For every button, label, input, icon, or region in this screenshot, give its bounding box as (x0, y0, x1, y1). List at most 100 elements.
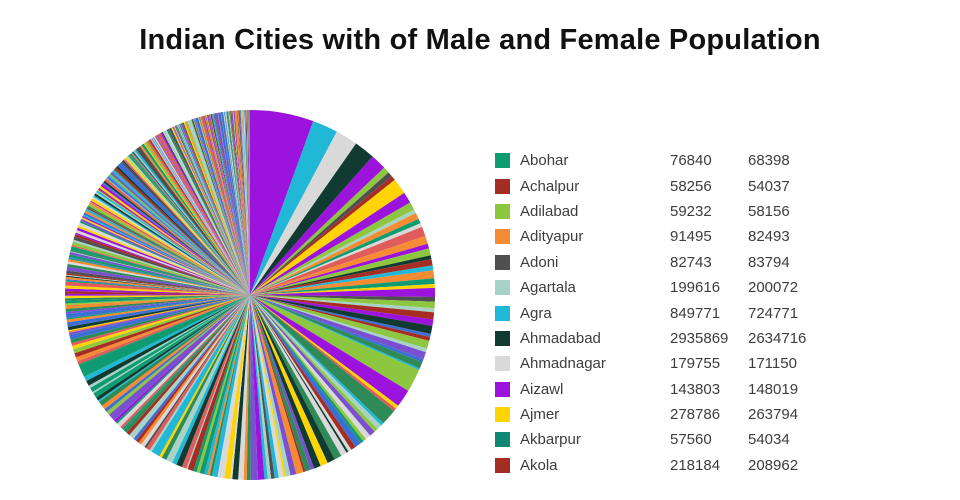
pie-slice[interactable] (126, 295, 250, 436)
pie-slice[interactable] (241, 110, 250, 295)
pie-slice[interactable] (106, 178, 250, 295)
pie-slice[interactable] (244, 110, 250, 295)
pie-slice[interactable] (172, 295, 250, 465)
pie-slice[interactable] (205, 115, 250, 295)
pie-slice[interactable] (92, 295, 250, 394)
pie-slice[interactable] (133, 295, 250, 441)
pie-slice[interactable] (250, 265, 434, 295)
pie-slice[interactable] (229, 111, 250, 295)
pie-slice[interactable] (250, 295, 315, 470)
pie-slice[interactable] (200, 116, 250, 295)
pie-slice[interactable] (157, 133, 250, 295)
pie-slice[interactable] (68, 258, 250, 295)
pie-slice[interactable] (209, 114, 250, 296)
pie-slice[interactable] (65, 285, 250, 295)
pie-slice[interactable] (145, 141, 250, 295)
pie-slice[interactable] (223, 111, 250, 295)
pie-slice[interactable] (207, 295, 250, 476)
pie-slice[interactable] (86, 295, 250, 386)
pie-slice[interactable] (232, 110, 250, 295)
pie-slice[interactable] (116, 165, 250, 295)
pie-slice[interactable] (65, 279, 250, 295)
pie-slice[interactable] (70, 249, 250, 295)
pie-slice[interactable] (172, 126, 250, 295)
pie-slice[interactable] (123, 158, 250, 295)
pie-slice[interactable] (250, 295, 275, 479)
pie-slice[interactable] (167, 128, 250, 295)
pie-slice[interactable] (250, 295, 409, 406)
pie-slice[interactable] (161, 131, 250, 295)
pie-slice[interactable] (250, 295, 306, 473)
pie-slice[interactable] (250, 209, 416, 295)
pie-slice[interactable] (220, 112, 250, 295)
pie-slice[interactable] (75, 230, 250, 295)
pie-slice[interactable] (113, 169, 250, 295)
pie-slice[interactable] (67, 263, 250, 295)
pie-slice[interactable] (130, 152, 250, 295)
pie-slice[interactable] (250, 295, 265, 480)
pie-slice[interactable] (65, 295, 250, 312)
pie-slice[interactable] (224, 111, 250, 296)
pie-slice[interactable] (131, 152, 250, 295)
pie-slice[interactable] (204, 115, 250, 295)
pie-slice[interactable] (250, 295, 286, 477)
pie-slice[interactable] (106, 177, 250, 295)
pie-slice[interactable] (77, 295, 250, 365)
pie-slice[interactable] (115, 295, 250, 424)
pie-slice[interactable] (86, 207, 251, 295)
pie-slice[interactable] (250, 295, 420, 371)
pie-slice[interactable] (93, 195, 251, 295)
pie-slice[interactable] (117, 295, 251, 427)
pie-slice[interactable] (250, 156, 385, 295)
pie-slice[interactable] (70, 251, 250, 295)
pie-slice[interactable] (250, 226, 426, 295)
pie-slice[interactable] (172, 127, 250, 295)
pie-slice[interactable] (161, 295, 250, 460)
pie-slice[interactable] (177, 124, 250, 295)
pie-slice[interactable] (250, 287, 435, 297)
pie-slice[interactable] (203, 115, 250, 295)
pie-slice[interactable] (187, 295, 250, 472)
pie-slice[interactable] (66, 270, 250, 295)
pie-slice[interactable] (68, 259, 250, 295)
pie-slice[interactable] (250, 295, 297, 476)
pie-slice[interactable] (250, 167, 389, 295)
pie-slice[interactable] (250, 143, 373, 295)
pie-slice[interactable] (250, 295, 399, 409)
pie-slice[interactable] (250, 295, 356, 450)
pie-slice[interactable] (150, 138, 250, 295)
pie-slice[interactable] (64, 293, 250, 296)
pie-slice[interactable] (152, 137, 250, 295)
pie-slice[interactable] (250, 295, 433, 334)
legend-item[interactable]: Agra 849771 724771 (495, 300, 818, 325)
pie-slice[interactable] (217, 112, 250, 295)
pie-slice[interactable] (212, 295, 250, 478)
pie-slice[interactable] (70, 295, 250, 344)
pie-slice[interactable] (177, 124, 250, 295)
pie-slice[interactable] (209, 114, 250, 295)
pie-slice[interactable] (228, 111, 250, 295)
pie-slice[interactable] (233, 110, 250, 295)
pie-slice[interactable] (147, 140, 250, 295)
pie-slice[interactable] (96, 190, 250, 295)
pie-slice[interactable] (194, 118, 250, 295)
pie-slice[interactable] (120, 295, 251, 429)
pie-slice[interactable] (65, 288, 250, 295)
pie-slice[interactable] (181, 295, 250, 469)
pie-slice[interactable] (245, 110, 250, 295)
pie-slice[interactable] (198, 117, 250, 295)
pie-slice[interactable] (250, 248, 431, 295)
pie-slice[interactable] (176, 124, 250, 295)
pie-slice[interactable] (247, 110, 250, 295)
pie-slice[interactable] (250, 295, 347, 456)
pie-slice[interactable] (132, 151, 250, 295)
pie-slice[interactable] (250, 295, 382, 430)
pie-slice[interactable] (113, 169, 251, 295)
pie-slice[interactable] (246, 295, 251, 481)
pie-slice[interactable] (98, 295, 250, 402)
pie-slice[interactable] (250, 223, 423, 295)
pie-slice[interactable] (206, 115, 250, 296)
pie-slice[interactable] (68, 295, 250, 332)
pie-slice[interactable] (97, 189, 250, 295)
pie-slice[interactable] (82, 214, 250, 295)
